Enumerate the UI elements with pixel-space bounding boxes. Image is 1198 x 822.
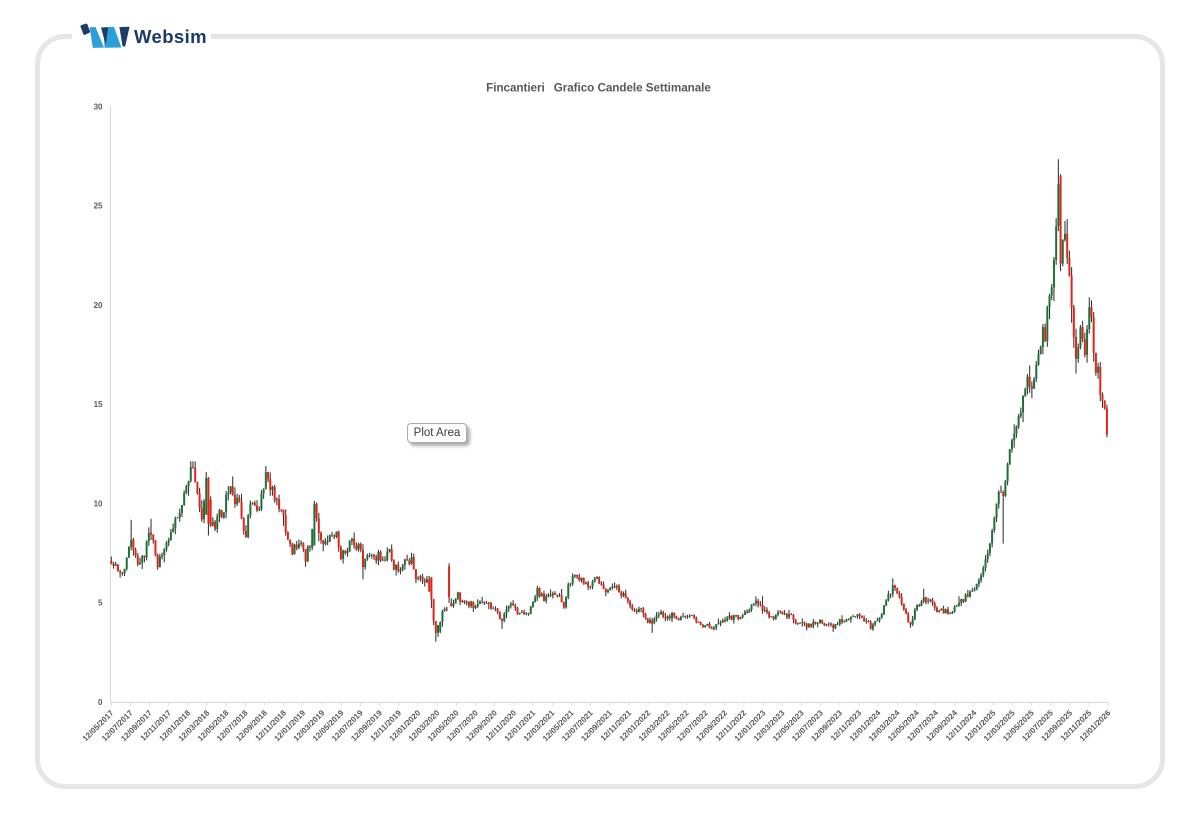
svg-text:Fincantieri Grafico Candele S: Fincantieri Grafico Candele Settimanale bbox=[486, 82, 711, 95]
svg-text:Websim: Websim bbox=[134, 26, 207, 47]
svg-text:0: 0 bbox=[98, 698, 103, 707]
svg-text:25: 25 bbox=[94, 202, 103, 211]
svg-text:20: 20 bbox=[94, 301, 103, 310]
svg-text:30: 30 bbox=[94, 102, 103, 111]
svg-text:5: 5 bbox=[98, 599, 103, 608]
svg-text:10: 10 bbox=[94, 499, 103, 508]
svg-text:15: 15 bbox=[94, 400, 103, 409]
